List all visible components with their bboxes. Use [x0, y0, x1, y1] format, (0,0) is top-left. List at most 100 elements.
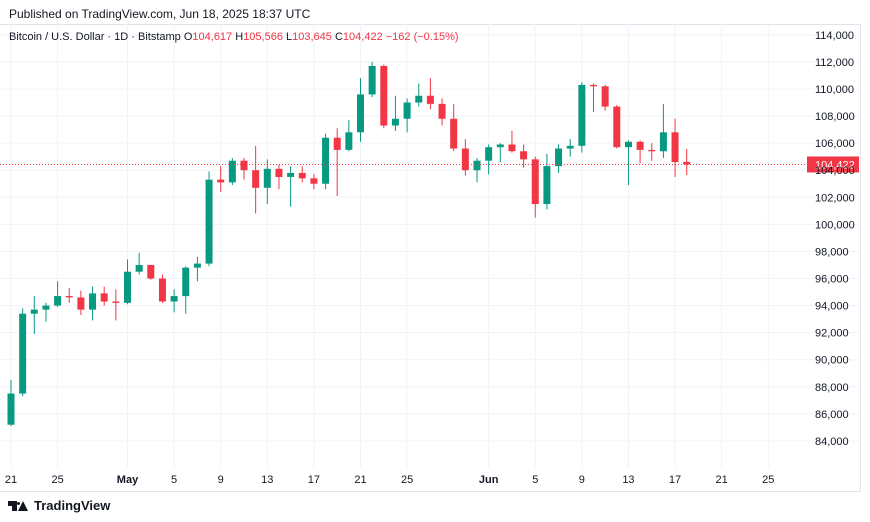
- candle[interactable]: [648, 143, 656, 161]
- candle[interactable]: [624, 140, 632, 186]
- candle-body: [555, 148, 563, 167]
- candle[interactable]: [531, 156, 539, 218]
- candle[interactable]: [65, 287, 73, 303]
- candle-body: [287, 172, 295, 177]
- candle[interactable]: [671, 118, 679, 177]
- candle-body: [496, 144, 504, 148]
- candle[interactable]: [345, 120, 353, 152]
- candle[interactable]: [391, 95, 399, 131]
- footer-brand[interactable]: TradingView: [8, 498, 110, 513]
- x-tick-label: 17: [669, 474, 681, 486]
- y-tick-label: 106,000: [815, 138, 855, 150]
- y-tick-label: 114,000: [815, 30, 854, 42]
- candle-body: [578, 84, 586, 146]
- candle-body: [624, 141, 632, 148]
- candle[interactable]: [240, 158, 248, 180]
- candle[interactable]: [601, 84, 609, 111]
- candle[interactable]: [54, 281, 62, 307]
- candle[interactable]: [252, 145, 260, 214]
- candle-body: [158, 278, 166, 302]
- candle[interactable]: [590, 83, 597, 112]
- candle[interactable]: [124, 259, 131, 305]
- candle[interactable]: [368, 61, 376, 98]
- candle[interactable]: [578, 82, 586, 153]
- candle-body: [77, 297, 85, 310]
- candle[interactable]: [100, 286, 108, 306]
- candle-body: [601, 86, 609, 107]
- candle-body: [671, 132, 679, 163]
- candle[interactable]: [357, 78, 364, 142]
- candle[interactable]: [333, 128, 341, 196]
- candle-body: [217, 179, 225, 183]
- candle[interactable]: [461, 139, 469, 176]
- candle-body: [333, 137, 341, 150]
- candle-body: [345, 132, 353, 150]
- candle[interactable]: [659, 103, 667, 159]
- candle[interactable]: [438, 98, 446, 126]
- candle-body: [613, 106, 621, 148]
- x-tick-label: 13: [622, 474, 634, 486]
- last-price-badge: [807, 156, 859, 173]
- candle[interactable]: [42, 302, 50, 322]
- candle[interactable]: [450, 103, 458, 152]
- candle[interactable]: [310, 174, 318, 190]
- candle-body: [89, 293, 97, 310]
- tradingview-logo-icon: [8, 499, 30, 513]
- candle[interactable]: [7, 380, 15, 427]
- candlestick-chart[interactable]: 104,422 84,000 86,000 88,000 90,000 92,000 94…: [0, 24, 870, 494]
- candle[interactable]: [485, 144, 493, 175]
- candle[interactable]: [217, 166, 225, 192]
- candle[interactable]: [135, 252, 143, 275]
- candle-body: [438, 103, 446, 119]
- candle-body: [298, 172, 306, 179]
- candle[interactable]: [19, 308, 27, 397]
- candle[interactable]: [415, 83, 423, 107]
- candle[interactable]: [287, 166, 295, 207]
- candle[interactable]: [555, 144, 563, 173]
- candle[interactable]: [613, 105, 621, 149]
- candle[interactable]: [322, 133, 330, 190]
- candle-body: [42, 305, 50, 310]
- candle[interactable]: [426, 78, 434, 110]
- candle[interactable]: [112, 289, 120, 321]
- y-tick-label: 84,000: [815, 436, 849, 448]
- candle-body: [566, 145, 574, 149]
- low-label: L: [286, 31, 293, 43]
- y-tick-label: 88,000: [815, 382, 849, 394]
- candle[interactable]: [182, 266, 190, 314]
- candle[interactable]: [636, 140, 644, 164]
- candle[interactable]: [228, 158, 236, 186]
- candle[interactable]: [508, 130, 516, 153]
- candle[interactable]: [683, 148, 691, 176]
- candle[interactable]: [298, 166, 306, 183]
- candle[interactable]: [566, 139, 574, 157]
- candle[interactable]: [403, 98, 411, 133]
- candle[interactable]: [496, 143, 504, 163]
- candle-body: [415, 95, 423, 103]
- candle-body: [147, 264, 155, 279]
- candle[interactable]: [380, 64, 388, 129]
- candle[interactable]: [158, 274, 166, 303]
- x-tick-label: 5: [171, 474, 177, 486]
- y-tick-label: 94,000: [815, 301, 849, 313]
- brand-name: TradingView: [34, 498, 111, 513]
- symbol-legend: Bitcoin / U.S. Dollar · 1D · Bitstamp O1…: [9, 31, 459, 43]
- candle[interactable]: [147, 264, 155, 280]
- candle[interactable]: [193, 256, 201, 282]
- candle[interactable]: [89, 286, 97, 321]
- x-tick-label: 13: [261, 474, 273, 486]
- candle[interactable]: [77, 290, 85, 316]
- high-value: 105,566: [243, 31, 283, 43]
- candle[interactable]: [520, 144, 528, 168]
- y-tick-label: 92,000: [815, 328, 849, 340]
- candle[interactable]: [275, 164, 283, 190]
- candle[interactable]: [205, 171, 213, 267]
- candle[interactable]: [30, 296, 38, 334]
- last-price-label: 104,422: [815, 159, 855, 171]
- candle[interactable]: [263, 159, 271, 205]
- x-tick-label: May: [117, 474, 139, 486]
- y-tick-label: 104,000: [815, 165, 855, 177]
- candle[interactable]: [543, 153, 551, 210]
- candle[interactable]: [473, 158, 481, 183]
- candle[interactable]: [170, 289, 178, 313]
